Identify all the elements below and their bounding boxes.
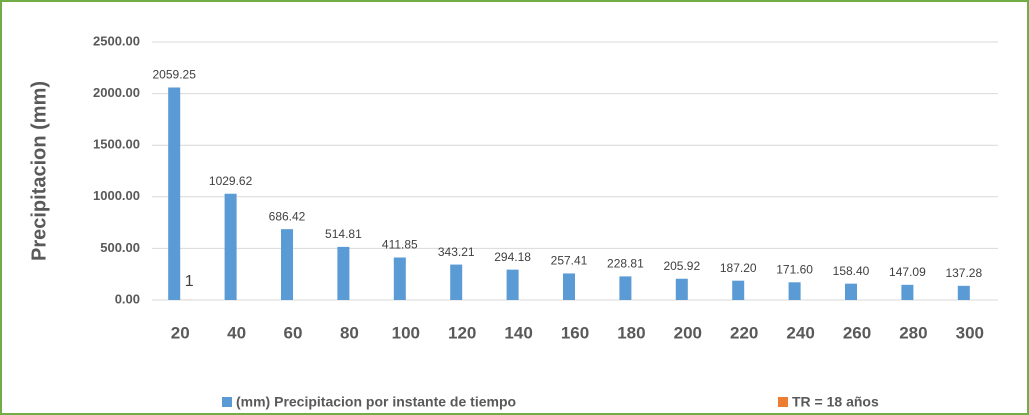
x-tick-label: 20 [171, 323, 190, 342]
y-tick-label: 500.00 [100, 240, 140, 255]
data-label: 294.18 [494, 250, 531, 264]
x-tick-label: 300 [956, 323, 984, 342]
bar [619, 276, 632, 300]
bar [563, 273, 575, 300]
legend-swatch [222, 397, 232, 407]
x-tick-label: 220 [730, 323, 758, 342]
x-tick-label: 180 [617, 323, 645, 342]
bar [845, 283, 857, 300]
data-label: 1 [185, 273, 194, 290]
bar [788, 282, 801, 300]
bar [732, 280, 745, 300]
legend-label: (mm) Precipitacion por instante de tiemp… [236, 394, 516, 410]
x-tick-label: 100 [392, 323, 420, 342]
y-tick-label: 1500.00 [93, 137, 140, 152]
x-tick-label: 280 [899, 323, 927, 342]
bar [450, 264, 463, 300]
data-label: 514.81 [325, 227, 362, 241]
x-tick-label: 120 [448, 323, 476, 342]
bar [957, 285, 970, 300]
x-tick-label: 80 [340, 323, 359, 342]
data-label: 205.92 [663, 259, 700, 273]
x-tick-label: 160 [561, 323, 589, 342]
bar [675, 278, 688, 300]
bar [901, 284, 914, 300]
x-tick-label: 240 [786, 323, 814, 342]
legend-label: TR = 18 años [792, 394, 879, 410]
x-tick-label: 260 [843, 323, 871, 342]
bar [281, 229, 293, 300]
y-axis-title: Precipitacion (mm) [28, 81, 50, 261]
bar [393, 257, 406, 300]
data-label: 187.20 [720, 261, 757, 275]
y-tick-label: 2500.00 [93, 33, 140, 48]
bar [168, 87, 181, 300]
data-label: 257.41 [551, 254, 588, 268]
x-tick-label: 200 [674, 323, 702, 342]
y-tick-label: 1000.00 [93, 188, 140, 203]
bar [506, 269, 519, 300]
bar [224, 193, 237, 300]
data-label: 686.42 [269, 209, 306, 223]
data-label: 228.81 [607, 257, 644, 271]
x-tick-label: 60 [284, 323, 303, 342]
y-tick-label: 2000.00 [93, 85, 140, 100]
data-label: 411.85 [382, 238, 418, 252]
x-tick-label: 40 [227, 323, 246, 342]
bar [337, 246, 350, 300]
data-label: 147.09 [889, 265, 926, 279]
data-label: 171.60 [776, 262, 813, 276]
x-tick-label: 140 [504, 323, 532, 342]
data-label: 343.21 [438, 245, 475, 259]
data-label: 2059.25 [153, 68, 197, 82]
legend-swatch [778, 397, 788, 407]
y-tick-label: 0.00 [115, 291, 140, 306]
data-label: 1029.62 [209, 174, 253, 188]
data-label: 137.28 [945, 266, 982, 280]
data-label: 158.40 [833, 264, 870, 278]
